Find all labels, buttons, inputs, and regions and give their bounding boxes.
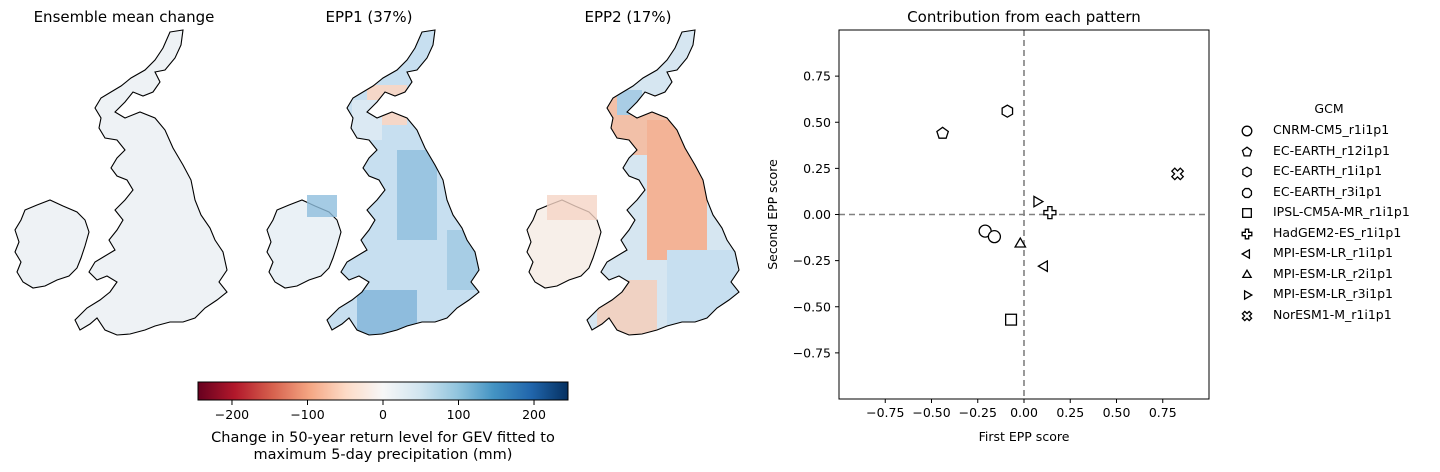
square-marker-icon: [1242, 208, 1252, 218]
legend-label: MPI-ESM-LR_r1i1p1: [1273, 245, 1393, 260]
scatter-title: Contribution from each pattern: [907, 8, 1141, 26]
y-tick-label: 0.25: [803, 161, 831, 176]
y-tick-label: 0.00: [803, 207, 831, 222]
maps-figure: −200 −100 0 100 200: [14, 29, 740, 422]
legend-label: HadGEM2-ES_r1i1p1: [1273, 224, 1402, 240]
map-title-ensemble: Ensemble mean change: [33, 8, 215, 26]
colorbar-tick-label: 200: [522, 407, 546, 422]
legend-title: GCM: [1314, 101, 1344, 116]
plus-marker-icon: [1241, 228, 1253, 239]
scatter-point: [987, 229, 1002, 244]
legend-label: EC-EARTH_r12i1p1: [1273, 142, 1391, 158]
legend-label: EC-EARTH_r3i1p1: [1273, 183, 1383, 199]
colorbar: −200 −100 0 100 200: [197, 381, 569, 422]
legend-label: NorESM1-M_r1i1p1: [1273, 306, 1392, 322]
octagon-marker-icon: [1241, 187, 1253, 198]
y-tick-label: 0.75: [803, 69, 831, 84]
triangle-right-marker-icon: [1243, 289, 1254, 301]
y-tick-label: 0.50: [803, 115, 831, 130]
scatter-point: [1001, 104, 1014, 118]
legend-label: MPI-ESM-LR_r3i1p1: [1273, 286, 1393, 301]
y-tick-label: −0.25: [793, 253, 831, 268]
scatter-point: [1005, 313, 1018, 326]
x-filled-marker-icon: [1241, 309, 1253, 322]
legend-label: IPSL-CM5A-MR_r1i1p1: [1273, 204, 1410, 219]
colorbar-tick-label: 0: [379, 407, 387, 422]
x-tick-label: −0.25: [959, 405, 997, 420]
scatter-point: [1013, 236, 1027, 248]
legend-marker: [1242, 208, 1252, 218]
scatter-point: [1037, 259, 1048, 273]
legend-marker: [1241, 309, 1253, 322]
legend-marker: [1241, 187, 1253, 198]
map-title-epp1: EPP1 (37%): [325, 8, 413, 26]
y-tick-label: −0.75: [793, 345, 831, 360]
legend-label: EC-EARTH_r1i1p1: [1273, 163, 1383, 178]
triangle-left-marker-icon: [1240, 248, 1251, 260]
x-tick-label: 0.75: [1149, 405, 1177, 420]
legend-marker: [1243, 289, 1254, 301]
legend-label: MPI-ESM-LR_r2i1p1: [1273, 265, 1393, 281]
scatter-point: [1033, 195, 1045, 208]
colorbar-tick-label: −100: [290, 407, 324, 422]
legend-marker: [1242, 166, 1252, 178]
y-tick-label: −0.50: [793, 299, 831, 314]
x-tick-label: −0.75: [866, 405, 904, 420]
scatter-point: [936, 126, 950, 139]
legend-marker: [1241, 125, 1253, 137]
x-tick-label: −0.50: [912, 405, 950, 420]
scatter-point: [1043, 206, 1057, 220]
scatter-point: [1170, 167, 1185, 181]
legend-marker: [1241, 145, 1253, 157]
colorbar-tick-label: −200: [215, 407, 249, 422]
colorbar-label-line2: maximum 5-day precipitation (mm): [253, 447, 513, 463]
map-title-epp2: EPP2 (17%): [584, 8, 672, 26]
pentagon-marker-icon: [1241, 145, 1253, 157]
x-tick-label: 0.25: [1056, 405, 1084, 420]
legend-marker: [1240, 248, 1251, 260]
legend-label: CNRM-CM5_r1i1p1: [1273, 122, 1390, 137]
circle-marker-icon: [1241, 125, 1253, 137]
y-axis-label: Second EPP score: [765, 159, 780, 270]
triangle-up-marker-icon: [1241, 268, 1253, 278]
legend-marker: [1241, 228, 1253, 239]
colorbar-label: Change in 50-year return level for GEV f…: [211, 430, 555, 464]
legend-marker: [1241, 268, 1253, 278]
x-tick-label: 0.50: [1103, 405, 1131, 420]
x-axis-label: First EPP score: [979, 429, 1070, 444]
colorbar-label-line1: Change in 50-year return level for GEV f…: [211, 430, 555, 446]
x-tick-label: 0.00: [1010, 405, 1038, 420]
colorbar-tick-label: 100: [447, 407, 471, 422]
hexagon-marker-icon: [1242, 166, 1252, 178]
